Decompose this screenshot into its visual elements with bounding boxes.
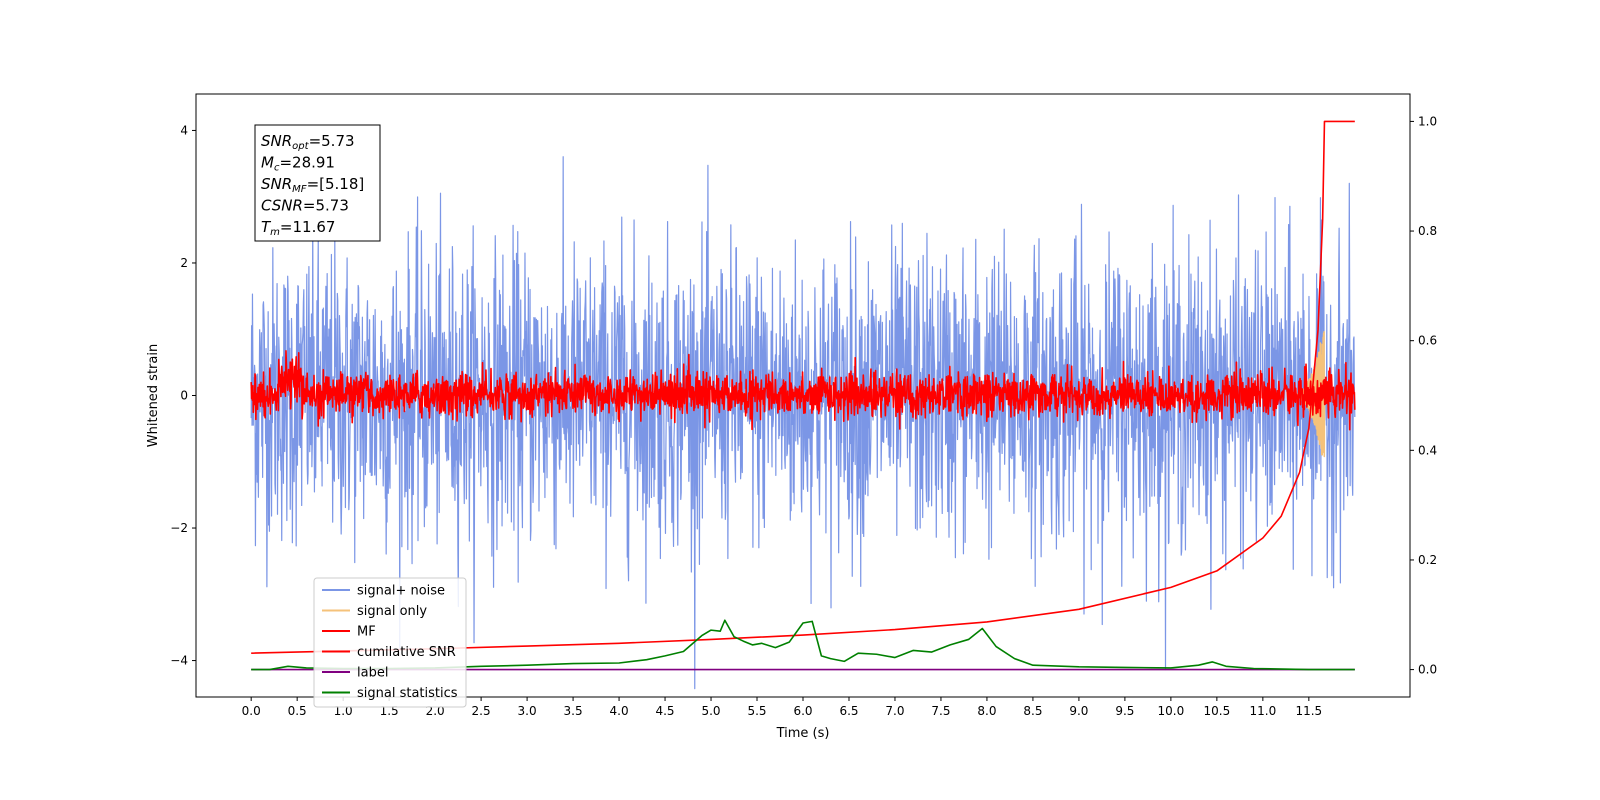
series-cumilative-snr <box>251 120 1355 654</box>
x-tick-label: 7.5 <box>931 704 950 718</box>
y-tick-label-right: 0.2 <box>1418 553 1437 567</box>
y-tick-label-left: 2 <box>180 256 188 270</box>
y-axis-label: Whitened strain <box>146 344 161 447</box>
x-tick-label: 3.0 <box>518 704 537 718</box>
x-tick-label: 6.5 <box>839 704 858 718</box>
stat-line1: SNRopt=5.73 <box>261 132 355 152</box>
legend-box <box>313 577 467 708</box>
x-tick-label: 5.0 <box>701 704 720 718</box>
legend: signal+ noise signal only MF cumilative SNR… <box>313 577 467 708</box>
y-tick-label-left: 4 <box>180 123 188 137</box>
x-tick-label: 3.5 <box>564 704 583 718</box>
x-tick-label: 4.5 <box>655 704 674 718</box>
x-tick-label: 11.0 <box>1249 704 1276 718</box>
x-tick-label: 2.5 <box>472 704 491 718</box>
x-tick-label: 9.5 <box>1115 704 1134 718</box>
legend-label: cumilative SNR <box>357 645 456 660</box>
legend-label: signal only <box>357 604 427 619</box>
x-tick-label: 11.5 <box>1295 704 1322 718</box>
legend-label: signal+ noise <box>357 584 445 599</box>
x-tick-label: 4.0 <box>610 704 629 718</box>
y-tick-label-right: 1.0 <box>1418 114 1437 128</box>
x-tick-label: 5.5 <box>747 704 766 718</box>
y-tick-label-right: 0.8 <box>1418 224 1437 238</box>
x-tick-label: 7.0 <box>885 704 904 718</box>
x-tick-label: 10.5 <box>1204 704 1231 718</box>
x-tick-label: 8.5 <box>1023 704 1042 718</box>
legend-label: label <box>357 666 388 681</box>
stat-line4: CSNR=5.73 <box>261 197 349 215</box>
y-tick-label-right: 0.4 <box>1418 443 1437 457</box>
y-tick-label-right: 0.6 <box>1418 334 1437 348</box>
stat-line2: Mc=28.91 <box>261 154 335 174</box>
series-signal-statistics <box>251 619 1355 671</box>
x-tick-label: 8.0 <box>977 704 996 718</box>
series-mf <box>250 350 1356 431</box>
x-tick-label: 0.5 <box>288 704 307 718</box>
x-tick-label: 10.0 <box>1158 704 1185 718</box>
stat-line5: Tm=11.67 <box>261 218 335 238</box>
y-tick-label-right: 0.0 <box>1418 663 1437 677</box>
x-tick-label: 0.0 <box>242 704 261 718</box>
y-tick-label-left: −4 <box>170 654 188 668</box>
y-tick-label-left: 0 <box>180 389 188 403</box>
legend-label: MF <box>357 625 376 640</box>
legend-label: signal statistics <box>357 686 458 701</box>
y-tick-label-left: −2 <box>170 521 188 535</box>
stats-box-frame <box>254 124 381 242</box>
x-axis-label: Time (s) <box>776 726 830 741</box>
plot-area <box>250 120 1356 690</box>
x-tick-label: 6.0 <box>793 704 812 718</box>
x-tick-label: 9.0 <box>1069 704 1088 718</box>
stat-line3: SNRMF=[5.18] <box>261 175 364 195</box>
